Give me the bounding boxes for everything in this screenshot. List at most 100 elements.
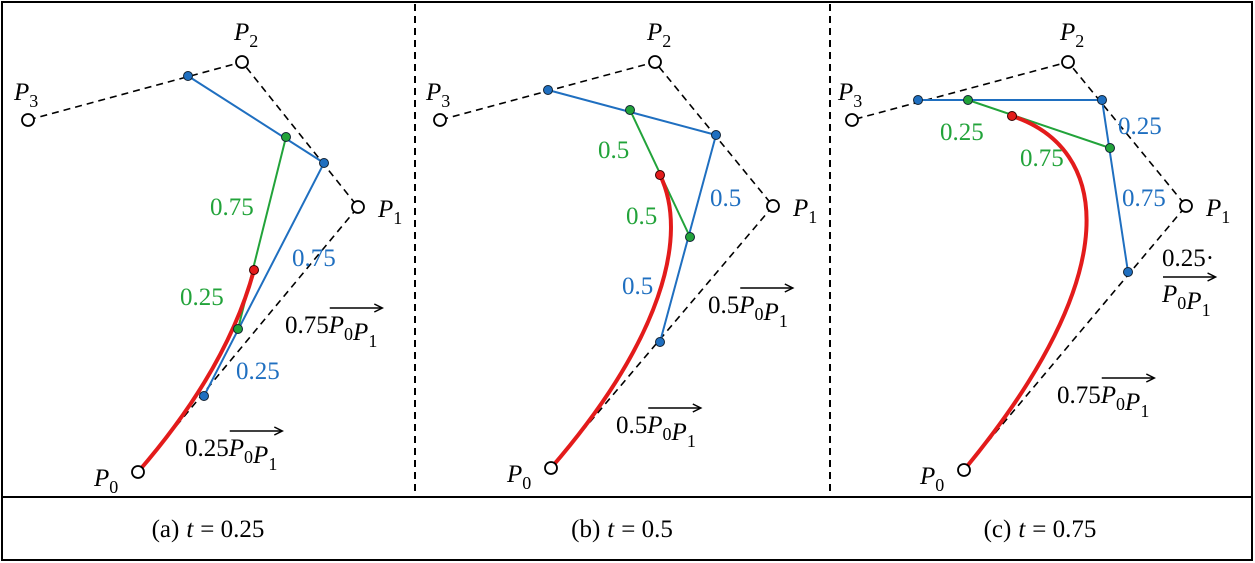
vector-terms: P0P1: [646, 412, 696, 451]
vector-base: P: [1161, 281, 1177, 308]
vector-coef: 0.75: [1057, 382, 1101, 409]
control-point: [845, 113, 859, 127]
point-sub: 0: [522, 473, 531, 493]
point-label: P0: [93, 465, 118, 497]
point-label: P3: [13, 79, 38, 111]
point-label: P2: [233, 19, 258, 51]
vector-arrowhead: [273, 426, 284, 436]
vector-arrowhead: [1145, 373, 1156, 383]
point-label: P1: [792, 195, 817, 227]
bezier-curve: [962, 114, 1089, 472]
green-ratio: 0.5: [598, 137, 629, 164]
vector-terms: P0P1: [738, 292, 788, 331]
point-label: P0: [506, 461, 531, 493]
point-sub: 1: [1221, 207, 1230, 227]
vector-arrowhead: [692, 403, 703, 413]
blue-point: [655, 337, 665, 347]
blue-ratio: 0.75: [1122, 185, 1166, 212]
vector-terms: P0P1: [228, 435, 278, 474]
caption-label: (b): [571, 516, 600, 543]
blue-ratio: 0.75: [292, 245, 336, 272]
vector-base: P: [738, 292, 754, 319]
blue-point: [543, 85, 553, 95]
vector-sub: 1: [1202, 300, 1211, 320]
blue-ratio: 0.25: [1118, 113, 1162, 140]
caption: (b) t = 0.5: [571, 516, 673, 543]
control-point: [21, 113, 35, 127]
vector-arrowhead: [373, 303, 384, 313]
control-point: [131, 465, 145, 479]
blue-ratio: 0.5: [622, 273, 653, 300]
vector-coef: 0.5: [616, 412, 647, 439]
blue-point: [1123, 267, 1133, 277]
control-point: [544, 461, 558, 475]
point-sub: 3: [29, 91, 38, 111]
caption: (c) t = 0.75: [984, 516, 1097, 543]
point-sub: 0: [109, 477, 118, 497]
vector-base: P: [352, 319, 368, 346]
green-ratio: 0.75: [1020, 145, 1064, 172]
vector-terms: P0P1: [328, 312, 378, 351]
vector-sub: 0: [1177, 293, 1186, 313]
bezier-curve: [136, 269, 256, 474]
point-sub: 0: [935, 475, 944, 495]
vector-base: P: [328, 312, 344, 339]
caption-variable: t: [1018, 516, 1026, 543]
vector-coef: 0.5: [708, 292, 739, 319]
point-label: P1: [377, 196, 402, 228]
control-point: [235, 55, 249, 69]
vector-coef: 0.75: [285, 312, 329, 339]
point-base: P: [646, 19, 662, 46]
caption-label: (a): [152, 516, 180, 543]
green-point: [625, 105, 635, 115]
control-point: [433, 113, 447, 127]
caption-value: = 0.5: [621, 516, 673, 543]
point-base: P: [506, 461, 522, 488]
green-ratio: 0.25: [940, 119, 984, 146]
blue-point: [913, 95, 923, 105]
caption: (a) t = 0.25: [152, 516, 265, 543]
blue-point: [183, 71, 193, 81]
point-sub: 1: [393, 208, 402, 228]
point-sub: 1: [808, 207, 817, 227]
control-point: [957, 463, 971, 477]
vector-sub: 1: [779, 311, 788, 331]
point-label: P3: [425, 79, 450, 111]
point-label: P2: [1059, 19, 1084, 51]
curve-point: [249, 265, 259, 275]
point-base: P: [377, 196, 393, 223]
blue-point: [319, 158, 329, 168]
point-base: P: [1205, 195, 1221, 222]
curve-point: [1007, 111, 1017, 121]
control-point: [1061, 55, 1075, 69]
caption-variable: t: [186, 516, 194, 543]
green-ratio: 0.5: [626, 203, 657, 230]
vector-sub: 0: [244, 447, 253, 467]
vector-sub: 0: [1116, 394, 1125, 414]
control-point: [1179, 199, 1193, 213]
green-point: [963, 95, 973, 105]
control-polygon: [851, 61, 1188, 471]
green-segment: [967, 99, 1111, 149]
vector-arrowhead: [1207, 272, 1218, 282]
vector-coef: 0.25: [185, 435, 229, 462]
point-base: P: [233, 19, 249, 46]
vector-sub: 0: [344, 324, 353, 344]
point-label: P2: [646, 19, 671, 51]
vector-base: P: [1185, 288, 1201, 315]
point-label: P3: [837, 79, 862, 111]
vector-base: P: [228, 435, 244, 462]
control-point: [648, 55, 662, 69]
vector-base: P: [763, 299, 779, 326]
blue-ratio: 0.5: [710, 185, 741, 212]
point-sub: 2: [249, 31, 258, 51]
blue-point: [199, 391, 209, 401]
point-sub: 3: [853, 91, 862, 111]
vector-sub: 1: [268, 454, 277, 474]
blue-point: [1097, 95, 1107, 105]
blue-ratio: 0.25: [236, 358, 280, 385]
point-sub: 3: [441, 91, 450, 111]
caption-value: = 0.25: [200, 516, 264, 543]
